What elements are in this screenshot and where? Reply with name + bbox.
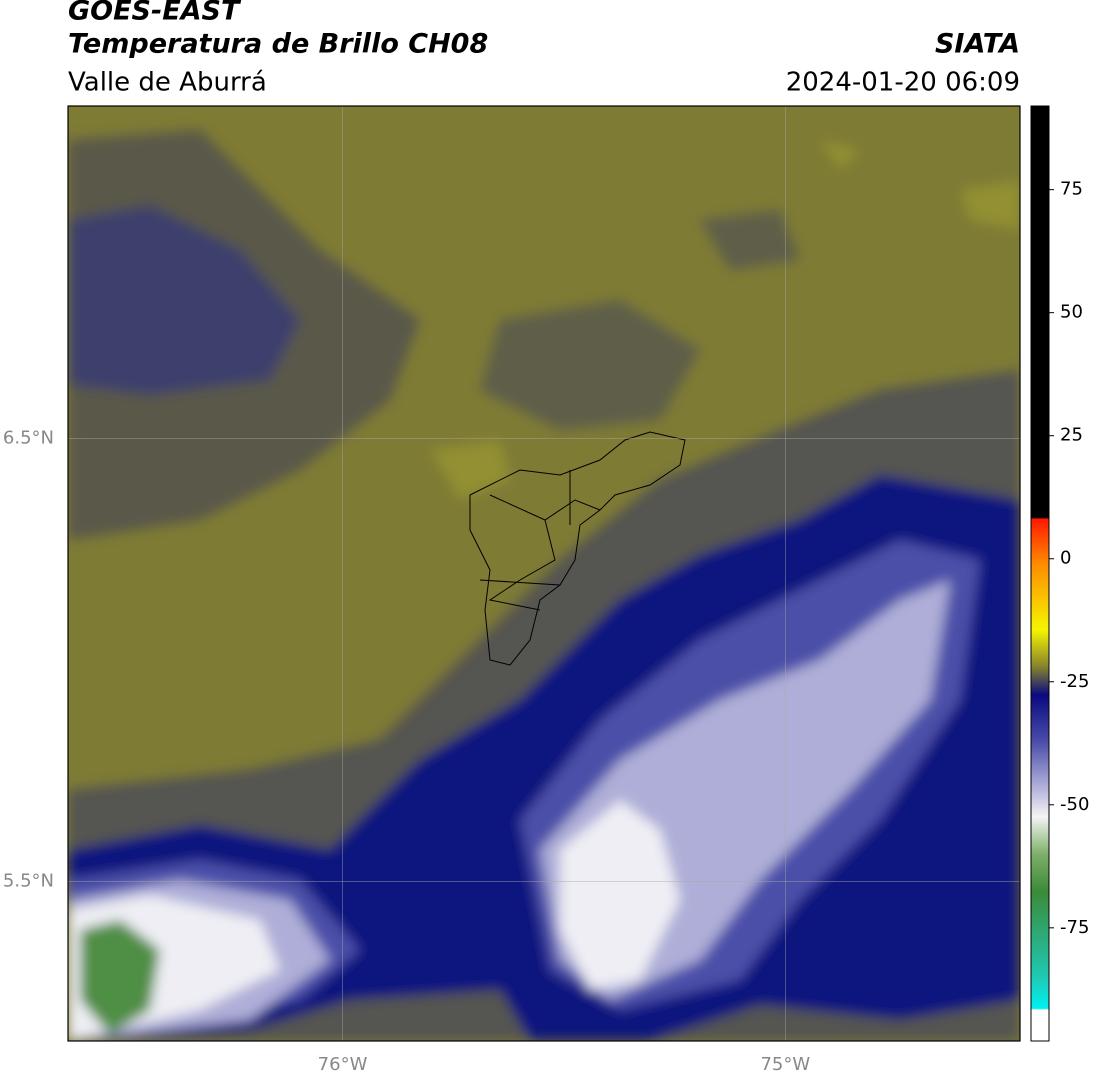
colorbar-tick-label: -75 <box>1060 917 1089 938</box>
map-frame <box>67 105 1021 1042</box>
y-tick-label: 6.5°N <box>3 427 54 448</box>
title: GOES-EAST <box>68 0 242 27</box>
colorbar-tick-label: 0 <box>1060 548 1071 569</box>
colorbar-tick-label: -25 <box>1060 671 1089 692</box>
grid <box>68 106 1020 1041</box>
region: Valle de Aburrá <box>68 68 267 98</box>
datetime: 2024-01-20 06:09 <box>786 68 1020 98</box>
satellite-image <box>68 106 1020 1041</box>
x-tick-label: 75°W <box>760 1054 810 1075</box>
colorbar-tick-label: 25 <box>1060 425 1083 446</box>
colorbar-tick-label: 50 <box>1060 302 1083 323</box>
x-tick-label: 76°W <box>318 1054 368 1075</box>
subtitle: Temperatura de Brillo CH08 <box>68 29 488 60</box>
source: SIATA <box>935 29 1020 60</box>
y-tick-label: 5.5°N <box>3 870 54 891</box>
colorbar-tick-label: -50 <box>1060 794 1089 815</box>
colorbar <box>1030 105 1050 1042</box>
municipal-boundaries <box>469 431 686 666</box>
colorbar-tick-label: 75 <box>1060 179 1083 200</box>
